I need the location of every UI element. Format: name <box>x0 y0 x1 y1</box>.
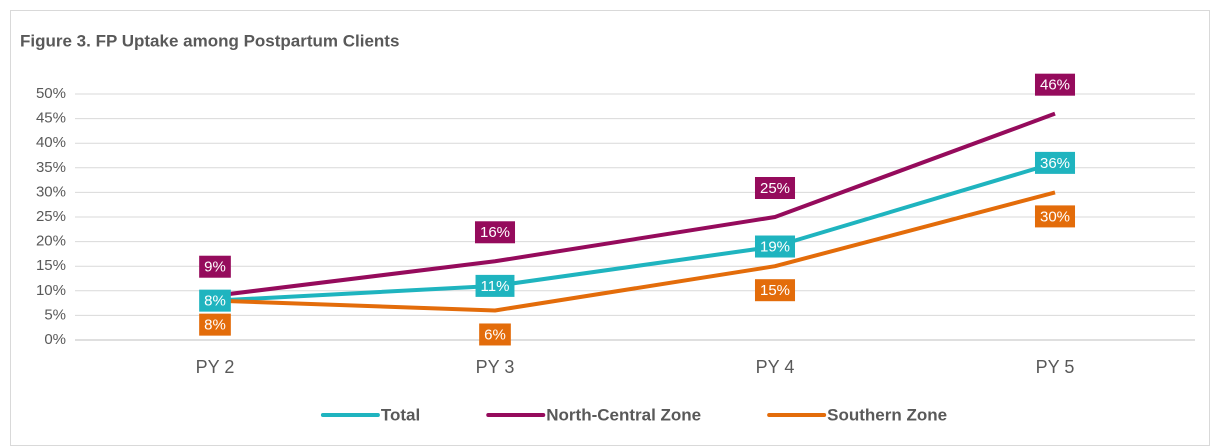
value-label: 11% <box>475 274 515 297</box>
value-label-box <box>754 235 796 258</box>
value-label-text: 16% <box>480 224 510 241</box>
y-tick-label: 35% <box>36 159 66 176</box>
value-label: 8% <box>199 289 231 312</box>
value-label-box <box>754 177 796 199</box>
value-label-text: 30% <box>1040 208 1070 225</box>
value-label-text: 19% <box>760 238 790 255</box>
value-label: 19% <box>754 235 796 258</box>
legend-label: Southern Zone <box>827 405 947 424</box>
value-label-text: 11% <box>481 278 510 295</box>
y-tick-label: 45% <box>36 110 66 127</box>
value-label-box <box>474 221 516 244</box>
value-label: 15% <box>754 279 796 302</box>
series-line <box>214 160 1056 303</box>
y-tick-label: 30% <box>36 183 66 200</box>
value-label-box <box>475 274 515 297</box>
value-label-box <box>754 279 796 302</box>
y-tick-label: 40% <box>36 134 66 151</box>
y-tick-label: 5% <box>44 306 66 323</box>
y-tick-label: 15% <box>36 257 66 274</box>
value-label-box <box>1034 205 1076 228</box>
chart-frame <box>10 10 1210 446</box>
value-label-text: 36% <box>1040 155 1070 172</box>
value-label-box <box>199 313 231 336</box>
value-label-text: 46% <box>1040 77 1070 94</box>
y-tick-label: 10% <box>36 282 66 299</box>
value-label: 8% <box>199 313 231 336</box>
value-label-box <box>1034 73 1076 96</box>
series-line <box>214 111 1056 298</box>
x-tick-label: PY 4 <box>756 357 795 377</box>
value-label: 30% <box>1034 205 1076 228</box>
legend-label: Total <box>381 405 420 424</box>
y-tick-label: 0% <box>44 331 66 348</box>
value-label-box <box>199 255 231 278</box>
value-label-box <box>1034 151 1076 174</box>
chart-title: Figure 3. FP Uptake among Postpartum Cli… <box>20 31 399 50</box>
value-label-box <box>479 323 511 346</box>
y-tick-label: 25% <box>36 208 66 225</box>
x-tick-label: PY 3 <box>476 357 515 377</box>
value-label-text: 6% <box>484 326 506 343</box>
value-label-text: 8% <box>204 317 226 334</box>
value-label-box <box>199 289 231 312</box>
value-label: 46% <box>1034 73 1076 96</box>
value-label: 16% <box>474 221 516 244</box>
value-label: 6% <box>479 323 511 346</box>
value-label-text: 15% <box>760 282 790 299</box>
legend-label: North-Central Zone <box>546 405 701 424</box>
y-tick-label: 20% <box>36 233 66 250</box>
x-tick-label: PY 2 <box>196 357 235 377</box>
series-line <box>214 190 1056 313</box>
x-tick-label: PY 5 <box>1036 357 1075 377</box>
value-label-text: 9% <box>204 259 226 276</box>
y-tick-label: 50% <box>36 85 66 102</box>
value-label: 25% <box>754 177 796 199</box>
value-label-text: 25% <box>760 180 790 197</box>
value-label: 36% <box>1034 151 1076 174</box>
value-label: 9% <box>199 255 231 278</box>
value-label-text: 8% <box>204 293 226 310</box>
